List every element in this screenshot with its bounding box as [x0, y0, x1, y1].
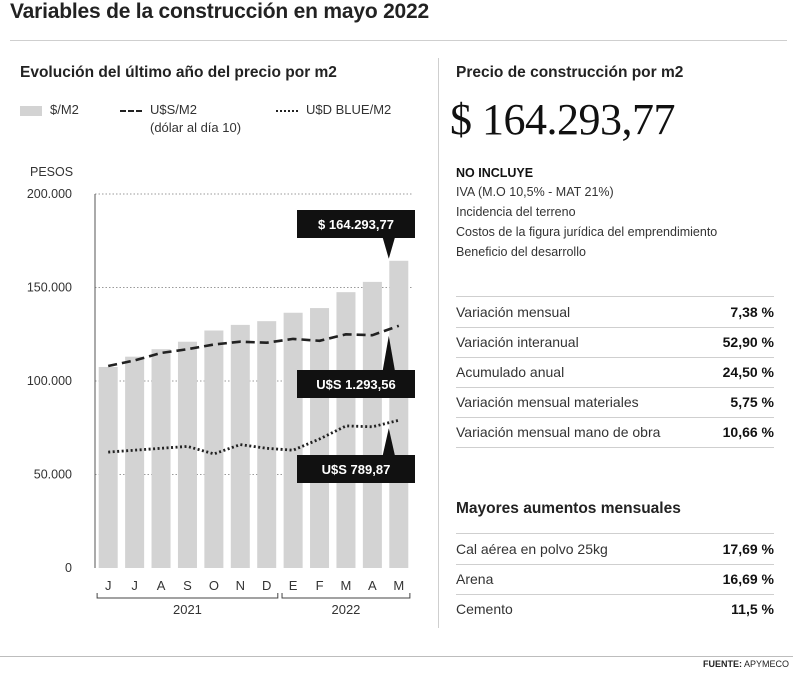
increases-title: Mayores aumentos mensuales: [456, 500, 681, 517]
callout-label: $ 164.293,77: [318, 217, 394, 232]
year-bracket: [281, 593, 411, 599]
legend-bar-swatch: [20, 106, 42, 116]
variation-row: Variación mensual mano de obra 10,66 %: [456, 417, 774, 448]
increase-row: Cal aérea en polvo 25kg 17,69 %: [456, 534, 774, 565]
variation-label: Variación mensual: [456, 304, 571, 320]
top-divider: [10, 40, 787, 41]
variation-label: Variación interanual: [456, 334, 579, 350]
increase-value: 16,69 %: [722, 571, 774, 587]
no-incluye-title: NO INCLUYE: [456, 166, 534, 180]
variation-row: Acumulado anual 24,50 %: [456, 357, 774, 388]
bar: [151, 349, 171, 568]
y-tick-label: 200.000: [27, 187, 72, 201]
variation-row: Variación mensual materiales 5,75 %: [456, 387, 774, 418]
increase-label: Cal aérea en polvo 25kg: [456, 541, 608, 557]
x-tick-label: S: [183, 578, 192, 593]
legend-dashed-label: U$S/M2: [150, 102, 197, 117]
increase-value: 17,69 %: [722, 541, 774, 557]
legend-bar-label: $/M2: [50, 102, 79, 117]
x-tick-label: D: [262, 578, 271, 593]
bar: [389, 260, 409, 568]
x-tick-label: E: [289, 578, 298, 593]
year-bracket: [96, 593, 279, 599]
variation-value: 10,66 %: [722, 424, 774, 440]
x-tick-label: A: [157, 578, 166, 593]
source-value: APYMECO: [743, 659, 789, 669]
chart-svg: PESOS 0 50.000 100.000 150.000 200.000 J J A S O N D…: [27, 165, 415, 617]
callout-box: [297, 210, 415, 238]
bar: [125, 356, 145, 568]
no-incluye-item: Incidencia del terreno: [456, 205, 576, 219]
bar: [257, 321, 277, 568]
bar: [230, 324, 250, 568]
callout-label: U$S 789,87: [322, 462, 391, 477]
increase-value: 11,5 %: [731, 601, 774, 617]
variation-value: 24,50 %: [722, 364, 774, 380]
source-credit: FUENTE: APYMECO: [703, 659, 789, 669]
y-tick-label: 100.000: [27, 374, 72, 388]
variation-value: 5,75 %: [730, 394, 774, 410]
bar: [283, 312, 303, 568]
y-tick-label: 150.000: [27, 281, 72, 295]
x-tick-label: O: [209, 578, 219, 593]
legend-dotted-swatch: [276, 110, 298, 112]
x-tick-label: M: [341, 578, 352, 593]
callout-label: U$S 1.293,56: [316, 377, 396, 392]
variation-row: Variación interanual 52,90 %: [456, 327, 774, 358]
no-incluye-item: Costos de la figura jurídica del emprend…: [456, 225, 718, 239]
x-tick-label: A: [368, 578, 377, 593]
callout-box: [297, 455, 415, 483]
increase-row: Cemento 11,5 %: [456, 594, 774, 624]
bar: [362, 281, 382, 568]
y-axis-label: PESOS: [30, 165, 73, 179]
y-tick-label: 50.000: [34, 468, 72, 482]
x-tick-label: J: [131, 578, 138, 593]
x-tick-label: N: [236, 578, 245, 593]
variation-value: 52,90 %: [722, 334, 774, 350]
bar: [336, 292, 356, 568]
increase-label: Cemento: [456, 601, 513, 617]
increase-label: Arena: [456, 571, 494, 587]
page-title: Variables de la construcción en mayo 202…: [10, 0, 429, 23]
no-incluye-item: IVA (M.O 10,5% - MAT 21%): [456, 185, 614, 199]
footer-rule: [0, 656, 793, 657]
callout-box: [297, 370, 415, 398]
chart-subtitle: Evolución del último año del precio por …: [20, 64, 337, 81]
source-label: FUENTE:: [702, 659, 742, 669]
callout-pointer: [382, 335, 395, 370]
legend-dashed-note: (dólar al día 10): [150, 120, 242, 135]
variation-label: Variación mensual materiales: [456, 394, 639, 410]
panel-divider: [438, 58, 439, 628]
no-incluye-item: Beneficio del desarrollo: [456, 245, 586, 259]
year-label: 2022: [331, 602, 360, 617]
bar: [177, 341, 197, 568]
callout-pointer: [382, 428, 395, 455]
x-tick-label: M: [393, 578, 404, 593]
big-price: $ 164.293,77: [450, 95, 676, 144]
bar: [98, 366, 118, 568]
bar: [204, 330, 224, 568]
variation-row: Variación mensual 7,38 %: [456, 297, 774, 328]
x-tick-label: J: [105, 578, 112, 593]
x-tick-label: F: [316, 578, 324, 593]
increases-top-rule: [456, 533, 774, 534]
increase-row: Arena 16,69 %: [456, 564, 774, 595]
variation-value: 7,38 %: [730, 304, 774, 320]
variation-label: Variación mensual mano de obra: [456, 424, 661, 440]
legend-dotted-label: U$D BLUE/M2: [306, 102, 392, 117]
price-subtitle: Precio de construcción por m2: [456, 64, 684, 81]
series-line: [107, 324, 400, 368]
legend-dashed-swatch: [120, 110, 142, 112]
year-label: 2021: [173, 602, 202, 617]
y-tick-label: 0: [65, 561, 72, 575]
variations-top-rule: [456, 296, 774, 297]
variation-label: Acumulado anual: [456, 364, 565, 380]
callout-pointer: [382, 238, 395, 259]
